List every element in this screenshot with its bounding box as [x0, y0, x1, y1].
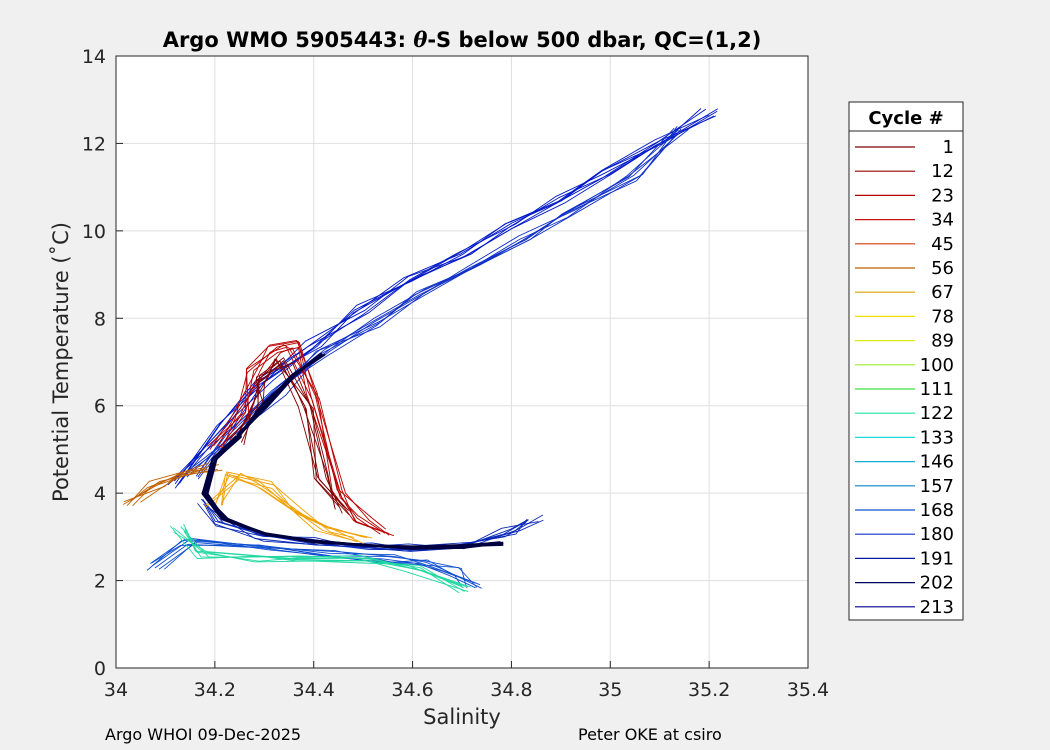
chart-title-suffix: -S below 500 dbar, QC=(1,2): [427, 28, 761, 52]
profile-line: [213, 471, 358, 543]
chart-title: Argo WMO 5905443: θ-S below 500 dbar, QC…: [163, 27, 762, 52]
profile-line: [229, 363, 340, 507]
x-tick-label: 34: [104, 679, 128, 701]
legend-label: 45: [931, 234, 954, 255]
profile-line: [240, 362, 343, 514]
profile-line: [173, 527, 465, 588]
x-tick-label: 34.6: [391, 679, 433, 701]
profile-line: [233, 357, 336, 508]
legend-label: 100: [920, 355, 954, 376]
profile-line: [202, 499, 539, 552]
y-axis-ticks: 0 2 4 6 8 10 12 14: [82, 46, 123, 680]
x-tick-label: 35.4: [787, 679, 829, 701]
legend-label: 157: [920, 476, 954, 497]
grid-lines: [115, 55, 809, 669]
profile-line: [215, 474, 354, 538]
x-tick-label: 34.4: [293, 679, 335, 701]
profile-line: [204, 474, 357, 542]
x-tick-label: 35.2: [688, 679, 730, 701]
x-axis-label: Salinity: [423, 705, 501, 729]
y-axis-label: Potential Temperature (˚C): [49, 222, 73, 502]
legend-label: 34: [931, 210, 954, 231]
profile-line: [146, 539, 481, 586]
profile-line: [132, 468, 218, 500]
legend-label: 56: [931, 258, 954, 279]
profile-line: [173, 532, 469, 593]
plot-area: [116, 56, 808, 668]
legend-label: 202: [920, 573, 954, 594]
profile-line: [221, 473, 365, 538]
legend-label: 1: [943, 137, 954, 158]
chart-title-prefix: Argo WMO 5905443:: [163, 28, 414, 52]
legend: Cycle # 1 12 23 34 45 56 67 78 89 100 111 122 133 146…: [848, 101, 964, 621]
plot-lines: [122, 108, 719, 594]
y-tick-label: 2: [94, 571, 106, 593]
legend-label: 213: [920, 597, 954, 618]
legend-label: 133: [920, 427, 954, 448]
profile-line: [183, 523, 460, 594]
legend-label: 67: [931, 282, 954, 303]
profile-line: [200, 498, 529, 551]
y-tick-label: 10: [82, 221, 106, 243]
y-tick-label: 8: [94, 308, 106, 330]
profile-line: [217, 347, 389, 534]
plot-frame: [115, 55, 809, 669]
chart-title-theta: θ: [413, 27, 427, 52]
profile-line: [236, 353, 322, 437]
profile-line: [174, 108, 719, 485]
legend-label: 111: [920, 379, 954, 400]
y-tick-label: 14: [82, 46, 106, 68]
legend-title: Cycle #: [868, 108, 943, 129]
legend-label: 180: [920, 524, 954, 545]
footer-right: Peter OKE at csiro: [578, 725, 722, 744]
profile-line: [221, 341, 390, 536]
y-tick-label: 6: [94, 396, 106, 418]
legend-label: 191: [920, 548, 954, 569]
legend-label: 146: [920, 452, 954, 473]
legend-label: 89: [931, 331, 954, 352]
profile-line: [140, 464, 219, 503]
profile-line: [195, 129, 689, 477]
y-tick-label: 12: [82, 133, 106, 155]
footer-left: Argo WHOI 09-Dec-2025: [105, 725, 301, 744]
x-tick-label: 34.2: [194, 679, 236, 701]
legend-label: 122: [920, 403, 954, 424]
x-tick-label: 35: [598, 679, 622, 701]
profile-line: [201, 436, 501, 550]
profile-line: [123, 469, 208, 503]
legend-label: 12: [931, 161, 954, 182]
profile-line: [204, 479, 368, 539]
profile-line: [167, 114, 709, 486]
profile-line: [122, 469, 208, 505]
x-axis-ticks: 34 34.2 34.4 34.6 34.8 35 35.2 35.4: [104, 661, 829, 701]
profile-line: [243, 360, 336, 510]
legend-entries: 1 12 23 34 45 56 67 78 89 100 111 122 133 146 157 168 18…: [855, 137, 954, 618]
legend-label: 168: [920, 500, 954, 521]
profile-line: [170, 108, 702, 483]
profile-line: [213, 346, 386, 534]
x-tick-label: 34.8: [490, 679, 532, 701]
y-tick-label: 4: [94, 483, 106, 505]
profile-line: [218, 344, 394, 537]
profile-line: [203, 501, 544, 551]
profile-line: [126, 462, 210, 507]
profile-line: [154, 543, 476, 589]
y-tick-label: 0: [94, 658, 106, 680]
profile-line: [220, 339, 390, 535]
legend-label: 78: [931, 306, 954, 327]
legend-label: 23: [931, 185, 954, 206]
